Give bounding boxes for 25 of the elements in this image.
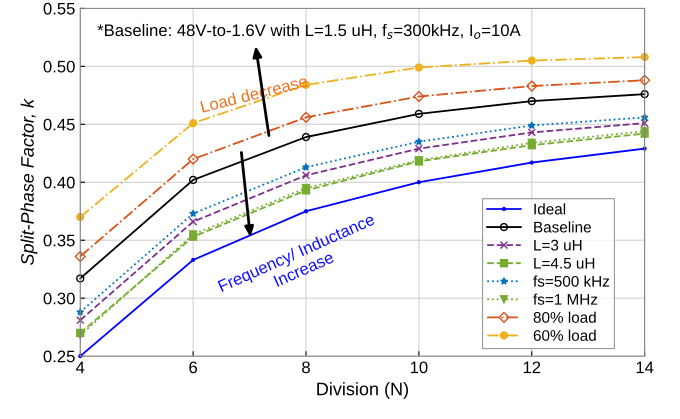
legend-label: L=4.5 uH <box>534 258 594 269</box>
y-tick-label: 0.45 <box>44 118 75 131</box>
legend-label: 80% load <box>534 312 596 323</box>
x-tick-label: 4 <box>76 362 84 374</box>
x-tick-label: 10 <box>410 361 428 374</box>
legend-label: Ideal <box>534 203 566 214</box>
y-tick-label: 0.30 <box>44 292 75 304</box>
y-tick-label: 0.40 <box>44 176 75 188</box>
x-tick-label: 14 <box>636 362 654 374</box>
legend-label: 60% load <box>534 330 596 341</box>
legend-label: L=3 uH <box>534 240 582 251</box>
x-axis-title: Division (N) <box>317 382 408 399</box>
legend-label: fs=1 MHz <box>533 294 598 305</box>
x-tick-label: 6 <box>189 361 198 374</box>
legend-label: Baseline <box>534 221 591 233</box>
y-axis-title: Split-Phase Factor, k <box>20 98 38 266</box>
annotation: *Baseline: 48V-to-1.6V with L=1.5 uH, f$_{s}$=300kHz, I$_{o}$=10A <box>97 24 521 39</box>
annotation: Load decrease <box>200 74 308 113</box>
y-tick-label: 0.35 <box>44 234 75 246</box>
y-tick-label: 0.25 <box>44 350 75 362</box>
legend-label: fs=500 kHz <box>533 276 610 287</box>
y-tick-label: 0.50 <box>44 60 75 73</box>
x-tick-label: 12 <box>524 361 540 374</box>
y-tick-label: 0.55 <box>44 2 75 15</box>
x-tick-label: 8 <box>302 361 310 374</box>
